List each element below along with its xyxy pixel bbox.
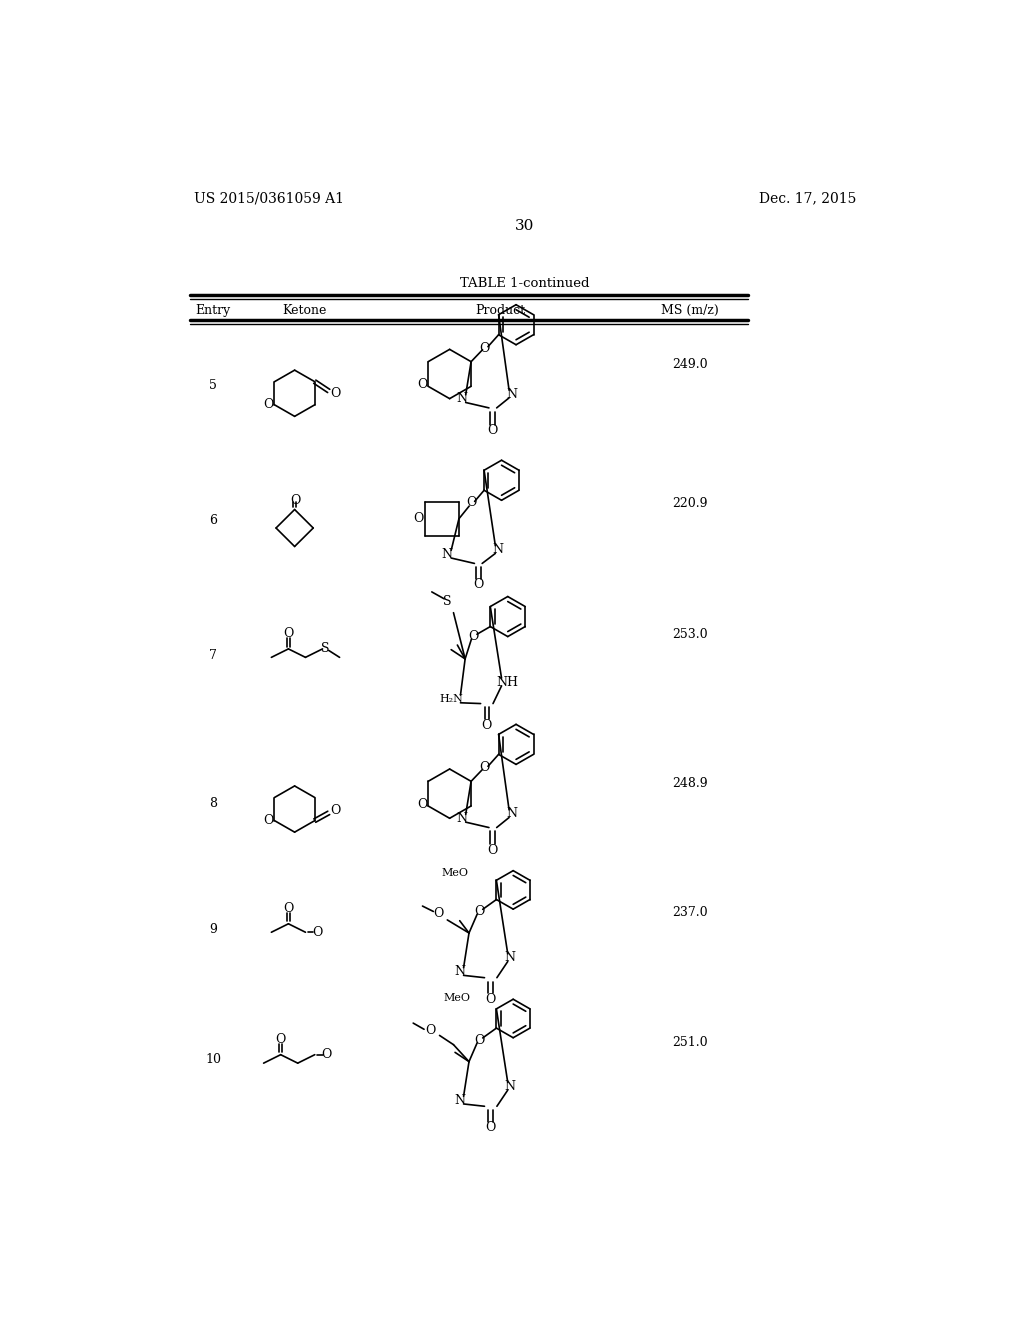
Text: 8: 8 (209, 797, 217, 810)
Text: O: O (263, 814, 273, 828)
Text: Ketone: Ketone (283, 305, 327, 317)
Text: O: O (481, 718, 492, 731)
Text: MeO: MeO (442, 869, 469, 878)
Text: Entry: Entry (196, 305, 230, 317)
Text: 251.0: 251.0 (672, 1036, 708, 1049)
Text: Product: Product (475, 305, 525, 317)
Text: O: O (263, 399, 273, 412)
Text: O: O (331, 804, 341, 817)
Text: O: O (414, 512, 424, 525)
Text: S: S (443, 594, 452, 607)
Text: O: O (485, 1121, 496, 1134)
Text: 249.0: 249.0 (672, 358, 708, 371)
Text: O: O (425, 1024, 435, 1038)
Text: O: O (290, 494, 301, 507)
Text: N: N (455, 965, 465, 978)
Text: 9: 9 (209, 924, 217, 936)
Text: O: O (418, 797, 428, 810)
Text: O: O (312, 925, 323, 939)
Text: N: N (506, 807, 517, 820)
Text: O: O (473, 578, 483, 591)
Text: 253.0: 253.0 (672, 628, 708, 640)
Text: H₂N: H₂N (439, 694, 463, 704)
Text: O: O (487, 425, 498, 437)
Text: NH: NH (497, 676, 519, 689)
Text: 220.9: 220.9 (672, 496, 708, 510)
Text: O: O (479, 342, 490, 355)
Text: O: O (487, 843, 498, 857)
Text: 10: 10 (205, 1053, 221, 1065)
Text: O: O (284, 627, 294, 640)
Text: S: S (321, 643, 329, 656)
Text: MeO: MeO (443, 993, 470, 1003)
Text: O: O (469, 630, 479, 643)
Text: N: N (505, 1080, 515, 1093)
Text: N: N (457, 812, 467, 825)
Text: O: O (474, 1034, 484, 1047)
Text: N: N (505, 952, 515, 964)
Text: O: O (418, 379, 428, 391)
Text: O: O (474, 906, 484, 919)
Text: MS (m/z): MS (m/z) (662, 305, 719, 317)
Text: 5: 5 (209, 379, 217, 392)
Text: O: O (275, 1032, 286, 1045)
Text: O: O (479, 762, 490, 775)
Text: 6: 6 (209, 513, 217, 527)
Text: 237.0: 237.0 (672, 907, 708, 920)
Text: N: N (457, 392, 467, 405)
Text: O: O (485, 993, 496, 1006)
Text: N: N (493, 543, 503, 556)
Text: US 2015/0361059 A1: US 2015/0361059 A1 (194, 191, 344, 206)
Text: 7: 7 (209, 648, 217, 661)
Text: N: N (506, 388, 517, 400)
Text: 30: 30 (515, 219, 535, 234)
Text: N: N (441, 548, 453, 561)
Text: TABLE 1-continued: TABLE 1-continued (460, 277, 590, 289)
Text: O: O (433, 907, 443, 920)
Text: Dec. 17, 2015: Dec. 17, 2015 (759, 191, 856, 206)
Text: O: O (466, 496, 477, 510)
Text: N: N (455, 1093, 465, 1106)
Text: 248.9: 248.9 (672, 777, 708, 791)
Text: O: O (284, 902, 294, 915)
Text: O: O (331, 387, 341, 400)
Text: O: O (322, 1048, 332, 1061)
